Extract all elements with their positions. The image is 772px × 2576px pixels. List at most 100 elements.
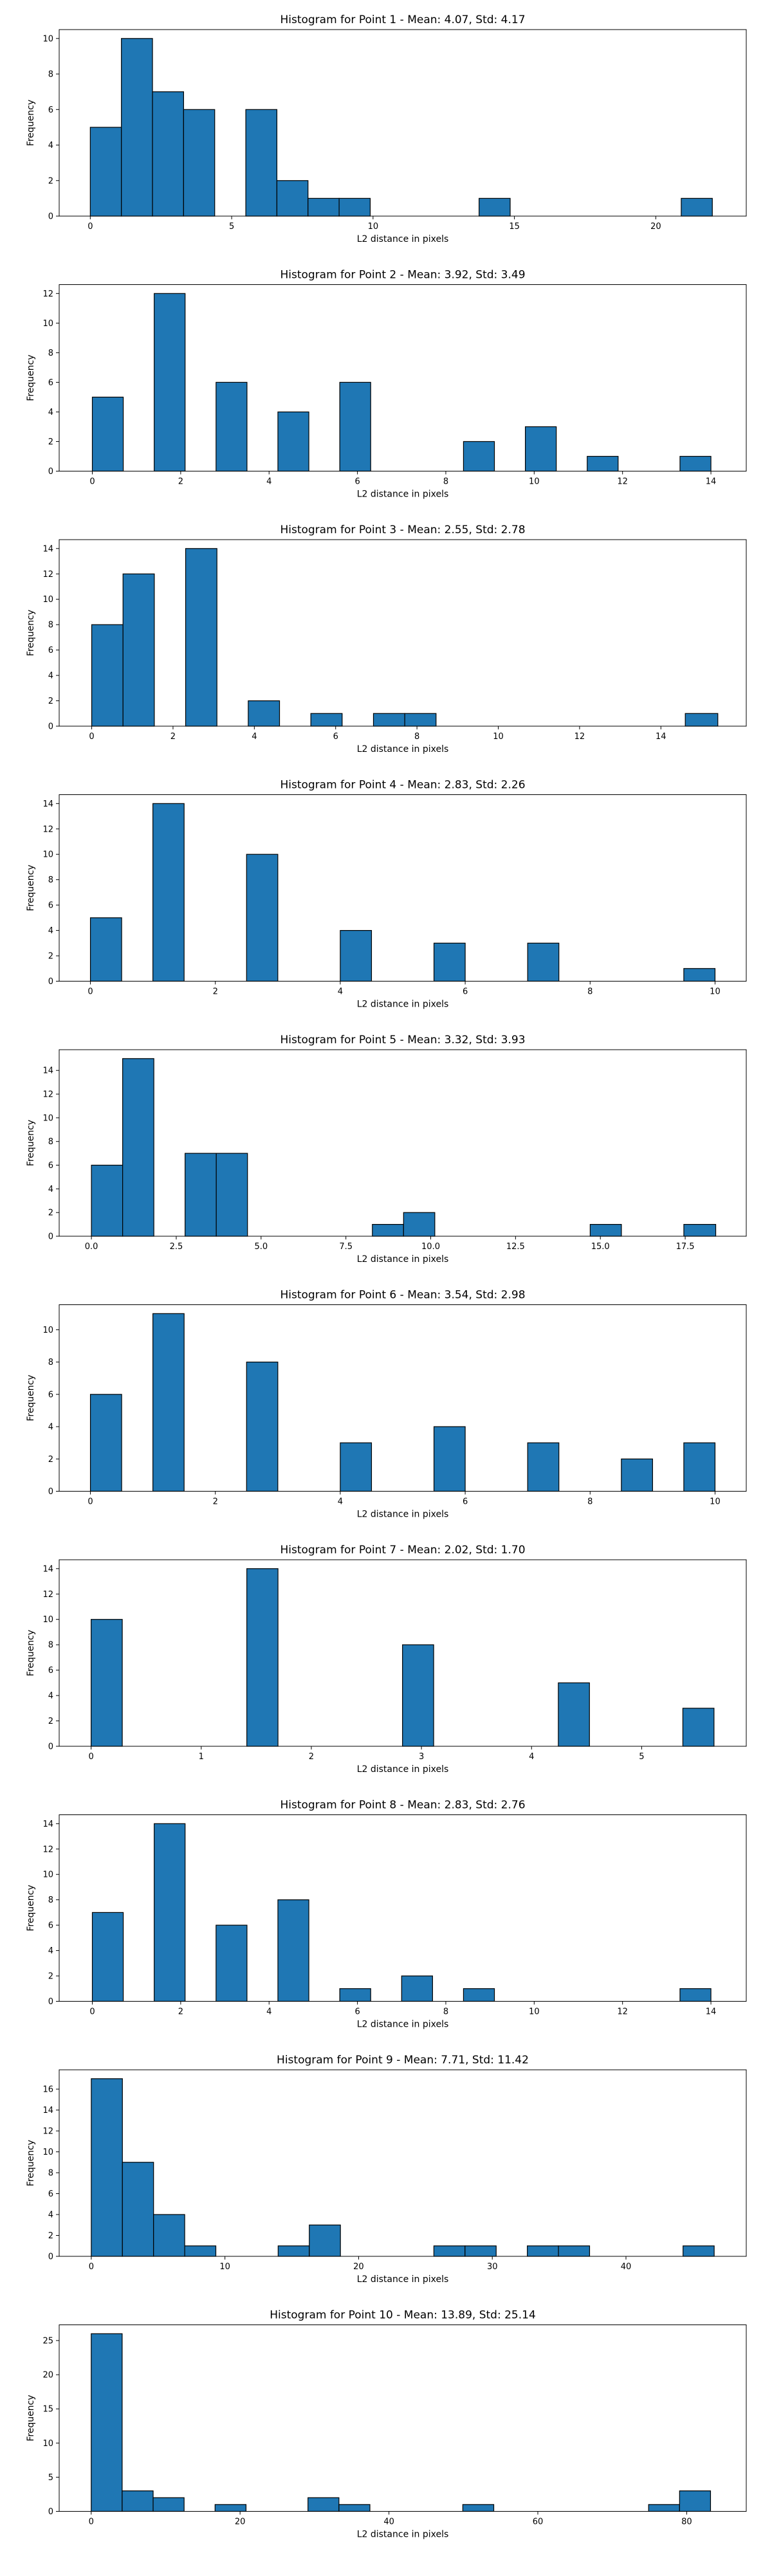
x-tick-label: 8 bbox=[414, 732, 419, 742]
y-tick-label: 8 bbox=[48, 621, 53, 630]
x-axis-label: L2 distance in pixels bbox=[357, 489, 449, 500]
x-tick-label: 0 bbox=[89, 477, 95, 487]
histogram-bar bbox=[91, 396, 124, 472]
histogram-bar bbox=[679, 455, 712, 472]
histogram-bar bbox=[91, 2078, 123, 2257]
histogram-bar bbox=[524, 426, 557, 472]
x-tick-label: 0 bbox=[89, 2262, 94, 2272]
histogram-panel-5: Histogram for Point 5 - Mean: 3.32, Std:… bbox=[26, 1034, 747, 1265]
x-tick-label: 5 bbox=[639, 1752, 644, 1762]
y-tick-label: 10 bbox=[42, 850, 53, 860]
y-tick-label: 10 bbox=[42, 2148, 53, 2157]
y-axis-label: Frequency bbox=[26, 1885, 36, 1931]
x-tick-label: 4 bbox=[252, 732, 257, 742]
histogram-bar bbox=[308, 2497, 340, 2512]
histogram-bar bbox=[91, 624, 124, 727]
y-tick-label: 0 bbox=[48, 1232, 53, 1242]
chart-title: Histogram for Point 10 - Mean: 13.89, St… bbox=[270, 2309, 536, 2322]
x-tick-label: 15 bbox=[509, 222, 520, 232]
histogram-bar bbox=[152, 2497, 185, 2512]
x-axis-label: L2 distance in pixels bbox=[357, 744, 449, 754]
y-tick-label: 0 bbox=[48, 977, 53, 987]
axes-frame bbox=[59, 539, 747, 727]
y-tick-label: 20 bbox=[42, 2371, 53, 2380]
y-tick-label: 2 bbox=[48, 437, 53, 447]
histogram-bar bbox=[558, 1682, 590, 1747]
histogram-panel-9: Histogram for Point 9 - Mean: 7.71, Std:… bbox=[26, 2054, 747, 2285]
x-axis-label: L2 distance in pixels bbox=[357, 2020, 449, 2030]
histogram-panel-7: Histogram for Point 7 - Mean: 2.02, Std:… bbox=[26, 1544, 747, 1775]
x-tick-label: 40 bbox=[621, 2262, 632, 2272]
histogram-bar bbox=[527, 942, 560, 982]
histogram-bar bbox=[216, 1153, 248, 1237]
histogram-bar bbox=[683, 1442, 716, 1492]
x-tick-label: 4 bbox=[529, 1752, 534, 1762]
histogram-bar bbox=[91, 2333, 123, 2512]
y-tick-label: 0 bbox=[48, 1487, 53, 1497]
histogram-bar bbox=[216, 381, 248, 472]
x-axis-label: L2 distance in pixels bbox=[357, 1000, 449, 1010]
x-tick-label: 17.5 bbox=[676, 1242, 695, 1252]
x-tick-label: 8 bbox=[443, 477, 448, 487]
x-tick-label: 6 bbox=[354, 2007, 360, 2017]
y-tick-label: 0 bbox=[48, 722, 53, 732]
histogram-bar bbox=[246, 854, 279, 982]
x-axis-label: L2 distance in pixels bbox=[357, 2530, 449, 2540]
chart-title: Histogram for Point 9 - Mean: 7.71, Std:… bbox=[277, 2054, 529, 2067]
y-tick-label: 25 bbox=[42, 2336, 53, 2346]
y-tick-label: 14 bbox=[42, 1564, 53, 1574]
x-tick-label: 7.5 bbox=[339, 1242, 353, 1252]
x-tick-label: 2 bbox=[178, 2007, 183, 2017]
y-tick-label: 8 bbox=[48, 2169, 53, 2179]
y-tick-label: 14 bbox=[42, 799, 53, 809]
histogram-bar bbox=[152, 91, 184, 217]
x-tick-label: 14 bbox=[706, 2007, 717, 2017]
histogram-bar bbox=[91, 1912, 124, 2002]
y-tick-label: 0 bbox=[48, 2252, 53, 2262]
histogram-bar bbox=[433, 2245, 466, 2257]
y-tick-label: 14 bbox=[42, 1820, 53, 1829]
histogram-bar bbox=[433, 942, 466, 982]
histogram-bar bbox=[89, 1394, 122, 1492]
x-tick-label: 10 bbox=[368, 222, 379, 232]
x-tick-label: 8 bbox=[587, 987, 593, 997]
y-tick-label: 12 bbox=[42, 2127, 53, 2137]
histogram-bar bbox=[122, 1058, 154, 1237]
y-tick-label: 10 bbox=[42, 1615, 53, 1625]
histogram-bar bbox=[679, 2490, 712, 2512]
x-tick-label: 4 bbox=[338, 1497, 343, 1507]
axes-frame bbox=[59, 29, 747, 217]
histogram-bar bbox=[401, 1975, 433, 2002]
x-tick-label: 6 bbox=[333, 732, 338, 742]
histogram-panel-4: Histogram for Point 4 - Mean: 2.83, Std:… bbox=[26, 779, 747, 1010]
y-tick-label: 6 bbox=[48, 378, 53, 388]
x-tick-label: 0 bbox=[89, 2007, 95, 2017]
y-tick-label: 10 bbox=[42, 1870, 53, 1880]
histogram-bar bbox=[685, 713, 719, 727]
x-tick-label: 0 bbox=[87, 222, 93, 232]
x-axis-label: L2 distance in pixels bbox=[357, 1510, 449, 1520]
histogram-bar bbox=[681, 197, 713, 217]
histogram-bar bbox=[404, 713, 437, 727]
histogram-bar bbox=[91, 1164, 124, 1237]
histogram-bar bbox=[621, 1458, 653, 1492]
histogram-panel-8: Histogram for Point 8 - Mean: 2.83, Std:… bbox=[26, 1799, 747, 2030]
histogram-bar bbox=[122, 573, 155, 727]
y-tick-label: 4 bbox=[48, 926, 53, 936]
x-tick-label: 20 bbox=[650, 222, 661, 232]
x-tick-label: 0 bbox=[88, 1752, 93, 1762]
histogram-bar bbox=[463, 1988, 495, 2002]
histogram-bar bbox=[683, 2245, 715, 2257]
x-tick-label: 12 bbox=[617, 2007, 628, 2017]
y-tick-label: 8 bbox=[48, 1895, 53, 1905]
histogram-panel-10: Histogram for Point 10 - Mean: 13.89, St… bbox=[26, 2309, 747, 2540]
histogram-bar bbox=[589, 1223, 622, 1237]
histogram-bar bbox=[683, 1223, 717, 1237]
y-tick-label: 10 bbox=[42, 595, 53, 605]
histogram-bar bbox=[479, 197, 511, 217]
histogram-bar bbox=[89, 917, 122, 982]
histogram-bar bbox=[248, 700, 280, 727]
y-tick-label: 8 bbox=[48, 1641, 53, 1650]
histogram-bar bbox=[339, 381, 371, 472]
